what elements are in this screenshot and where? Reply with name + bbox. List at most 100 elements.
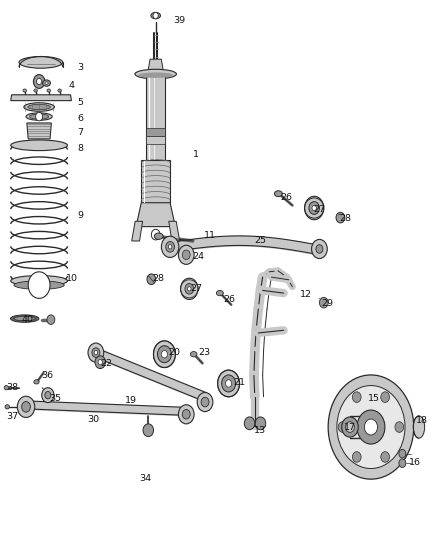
Circle shape	[21, 401, 30, 412]
Ellipse shape	[151, 12, 160, 19]
Text: 11: 11	[204, 231, 216, 240]
Ellipse shape	[47, 89, 50, 92]
Circle shape	[309, 201, 319, 214]
Circle shape	[166, 241, 174, 252]
Ellipse shape	[26, 113, 52, 120]
Circle shape	[95, 356, 106, 368]
Ellipse shape	[42, 80, 50, 86]
Text: 6: 6	[77, 114, 83, 123]
Ellipse shape	[413, 416, 425, 438]
Text: 24: 24	[192, 253, 204, 261]
Circle shape	[381, 392, 389, 402]
Circle shape	[33, 75, 45, 88]
Circle shape	[17, 396, 35, 417]
Circle shape	[399, 459, 406, 467]
Text: 27: 27	[191, 284, 203, 293]
Polygon shape	[146, 128, 165, 136]
Circle shape	[399, 449, 406, 458]
Ellipse shape	[4, 385, 9, 390]
Ellipse shape	[11, 315, 39, 322]
Text: 8: 8	[77, 144, 83, 153]
Ellipse shape	[28, 104, 50, 110]
Circle shape	[47, 315, 55, 325]
Circle shape	[336, 212, 345, 223]
Ellipse shape	[191, 352, 197, 357]
Circle shape	[328, 375, 414, 479]
Circle shape	[304, 196, 324, 220]
Polygon shape	[146, 136, 165, 144]
Ellipse shape	[23, 89, 26, 92]
Text: 7: 7	[77, 128, 83, 137]
Circle shape	[319, 297, 328, 308]
Circle shape	[168, 245, 172, 249]
Text: 1: 1	[193, 150, 199, 159]
Circle shape	[153, 12, 158, 19]
Ellipse shape	[29, 114, 49, 119]
Polygon shape	[148, 59, 163, 70]
Polygon shape	[169, 221, 180, 241]
Circle shape	[364, 419, 378, 435]
Circle shape	[161, 351, 167, 358]
Text: 13: 13	[254, 426, 266, 435]
Ellipse shape	[154, 233, 163, 239]
Ellipse shape	[138, 72, 173, 78]
Text: 37: 37	[6, 412, 18, 421]
Circle shape	[88, 343, 104, 362]
Circle shape	[35, 112, 42, 121]
Circle shape	[42, 387, 54, 402]
Ellipse shape	[135, 69, 177, 79]
Circle shape	[182, 250, 190, 260]
Text: 28: 28	[152, 273, 165, 282]
Ellipse shape	[11, 276, 67, 286]
Ellipse shape	[5, 405, 10, 409]
Text: 40: 40	[21, 315, 34, 324]
Text: 26: 26	[280, 193, 292, 202]
Circle shape	[316, 245, 323, 253]
Circle shape	[180, 278, 198, 300]
Text: 21: 21	[233, 378, 245, 387]
Circle shape	[178, 245, 194, 264]
Ellipse shape	[34, 379, 39, 384]
Text: 27: 27	[313, 205, 325, 214]
Ellipse shape	[346, 422, 354, 432]
Text: 29: 29	[321, 299, 334, 308]
Circle shape	[353, 451, 361, 462]
Ellipse shape	[45, 82, 48, 84]
Circle shape	[311, 239, 327, 259]
Circle shape	[255, 417, 266, 430]
Text: 28: 28	[339, 214, 351, 223]
Text: 30: 30	[87, 415, 99, 424]
Text: 34: 34	[140, 474, 152, 482]
Circle shape	[92, 348, 100, 358]
Circle shape	[94, 351, 98, 355]
Ellipse shape	[11, 140, 67, 151]
Ellipse shape	[342, 417, 358, 437]
Ellipse shape	[14, 281, 64, 289]
Text: 17: 17	[343, 423, 355, 432]
Text: 9: 9	[77, 212, 83, 221]
Circle shape	[357, 410, 385, 444]
Circle shape	[187, 287, 191, 291]
Polygon shape	[132, 221, 143, 241]
Text: 4: 4	[68, 81, 74, 90]
Circle shape	[218, 370, 240, 397]
Text: 35: 35	[49, 394, 62, 403]
Text: 5: 5	[77, 98, 83, 107]
Circle shape	[153, 341, 175, 368]
Ellipse shape	[216, 290, 223, 296]
Circle shape	[143, 424, 153, 437]
Text: 26: 26	[223, 295, 235, 304]
Circle shape	[182, 409, 190, 419]
Circle shape	[178, 405, 194, 424]
Ellipse shape	[19, 56, 63, 68]
Circle shape	[222, 375, 236, 392]
Text: 38: 38	[6, 383, 18, 392]
Circle shape	[353, 392, 361, 402]
Ellipse shape	[24, 103, 54, 111]
Polygon shape	[136, 203, 175, 227]
Circle shape	[36, 78, 42, 85]
Text: 20: 20	[169, 348, 181, 357]
Text: 16: 16	[409, 458, 421, 466]
Text: 22: 22	[100, 359, 112, 368]
Ellipse shape	[58, 89, 61, 92]
